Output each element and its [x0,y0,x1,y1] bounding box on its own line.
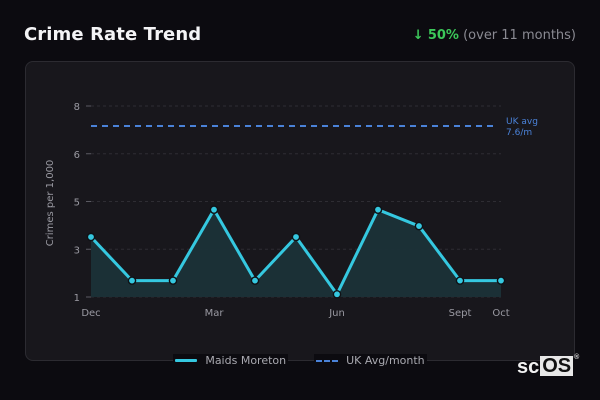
legend-item-series[interactable]: Maids Moreton [173,354,289,367]
svg-text:Jun: Jun [328,308,345,319]
svg-text:3: 3 [74,245,80,256]
svg-text:8: 8 [74,102,80,113]
page-title: Crime Rate Trend [24,24,202,45]
svg-text:5: 5 [74,198,80,209]
series-markers [86,205,506,299]
legend-item-uk-avg[interactable]: UK Avg/month [314,354,427,367]
svg-text:Mar: Mar [205,308,225,319]
brand-logo: sc OS ® [517,354,580,379]
legend-series-label: Maids Moreton [205,354,287,367]
chart-card [25,61,575,361]
uk-average-annotation-value: 7.6/m [506,128,532,138]
registered-mark-icon: ® [574,354,580,361]
solid-line-swatch-icon [175,359,198,362]
svg-text:Sept: Sept [449,308,472,319]
svg-text:6: 6 [74,150,80,161]
svg-text:Oct: Oct [492,308,509,319]
brand-prefix: sc [517,356,540,378]
legend-uk-label: UK Avg/month [346,354,425,367]
chart-legend: Maids Moreton UK Avg/month [0,354,600,367]
change-period: (over 11 months) [463,28,576,43]
change-percent: 50% [427,28,459,43]
brand-boxed: OS [540,355,574,377]
series-area [91,209,501,297]
svg-text:1: 1 [74,293,80,304]
uk-average-annotation: UK avg [506,117,538,127]
down-arrow-icon: ↓ [412,28,424,43]
dashed-line-swatch-icon [316,359,339,362]
x-axis-ticks: Dec Mar Jun Sept Oct [81,308,509,319]
y-axis-label: Crimes per 1,000 [45,160,56,247]
change-summary: ↓ 50% (over 11 months) [413,28,576,43]
svg-text:Dec: Dec [81,308,100,319]
y-axis-ticks: 1 3 5 6 8 [74,102,91,304]
